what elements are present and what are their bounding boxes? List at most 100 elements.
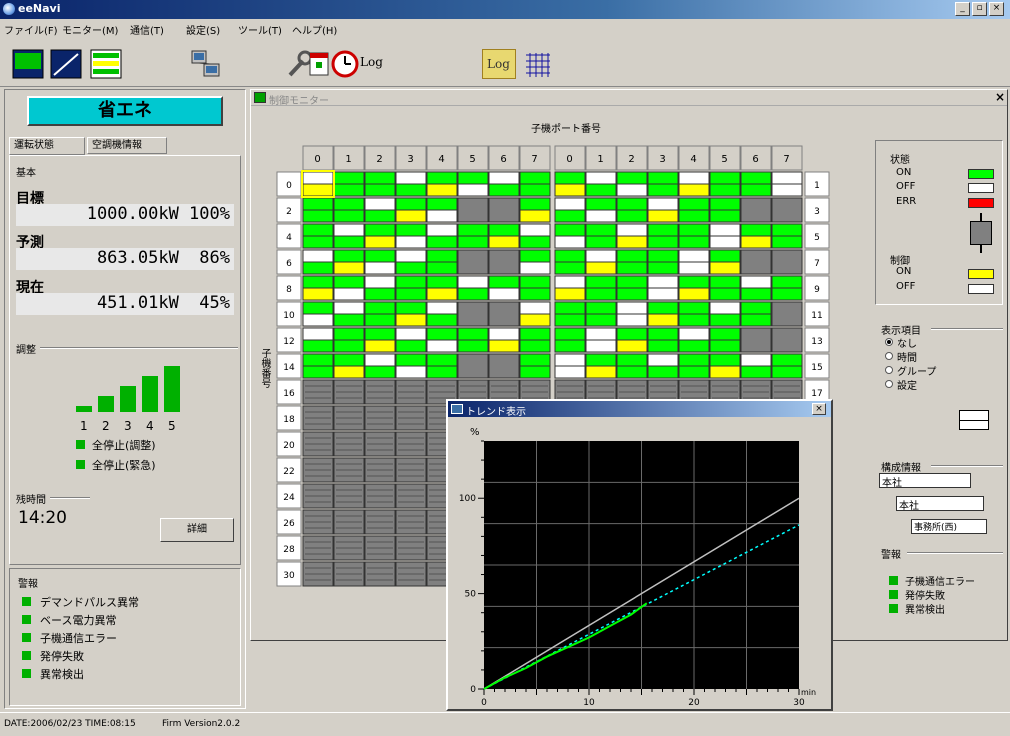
unit-cell-control[interactable] <box>647 183 679 197</box>
demand-graph-button[interactable] <box>12 49 44 79</box>
menu-file[interactable]: ファイル(F) <box>4 26 58 37</box>
unit-cell-control[interactable] <box>678 261 710 275</box>
menu-tools[interactable]: ツール(T) <box>238 26 282 37</box>
display-option-setting[interactable]: 設定 <box>897 381 917 392</box>
unit-cell-control[interactable] <box>426 261 458 275</box>
unit-cell-control[interactable] <box>678 235 710 249</box>
unit-cell-state[interactable] <box>333 223 365 237</box>
unit-cell-state[interactable] <box>554 275 586 289</box>
unit-cell-state[interactable] <box>426 353 458 367</box>
unit-cell-control[interactable] <box>488 183 520 197</box>
unit-cell-empty[interactable] <box>302 431 334 457</box>
unit-cell-state[interactable] <box>771 223 803 237</box>
unit-cell-state[interactable] <box>647 327 679 341</box>
unit-cell-empty[interactable] <box>333 379 365 405</box>
unit-cell-state[interactable] <box>333 249 365 263</box>
display-option-time[interactable]: 時間 <box>897 353 917 364</box>
unit-cell-control[interactable] <box>302 365 334 379</box>
unit-cell-control[interactable] <box>554 235 586 249</box>
unit-cell-control[interactable] <box>302 339 334 353</box>
unit-cell-control[interactable] <box>426 235 458 249</box>
unit-cell-state[interactable] <box>709 353 741 367</box>
unit-cell-empty[interactable] <box>395 431 427 457</box>
unit-cell-control[interactable] <box>771 365 803 379</box>
unit-cell-state[interactable] <box>395 223 427 237</box>
unit-cell-control[interactable] <box>302 287 334 301</box>
unit-cell-control[interactable] <box>740 365 772 379</box>
unit-cell-empty[interactable] <box>333 509 365 535</box>
unit-cell-empty[interactable] <box>395 405 427 431</box>
unit-cell-control[interactable] <box>395 183 427 197</box>
unit-cell-state[interactable] <box>678 327 710 341</box>
unit-cell-control[interactable] <box>709 261 741 275</box>
unit-cell-state[interactable] <box>302 353 334 367</box>
unit-cell-empty[interactable] <box>302 561 334 587</box>
unit-cell-state[interactable] <box>771 171 803 185</box>
unit-cell-control[interactable] <box>647 313 679 327</box>
unit-cell-control[interactable] <box>519 365 551 379</box>
unit-cell-control[interactable] <box>647 261 679 275</box>
unit-cell-state[interactable] <box>395 249 427 263</box>
config-node-root[interactable]: 本社 <box>879 473 971 489</box>
unit-cell-control[interactable] <box>426 313 458 327</box>
unit-cell-state[interactable] <box>585 197 617 211</box>
unit-cell-empty[interactable] <box>333 535 365 561</box>
unit-cell-state[interactable] <box>519 301 551 315</box>
detail-button[interactable]: 詳細 <box>160 518 234 542</box>
monitor-close-icon[interactable]: × <box>995 90 1006 104</box>
unit-cell-inactive[interactable] <box>740 197 772 223</box>
trend-button[interactable] <box>50 49 82 79</box>
unit-cell-state[interactable] <box>457 327 489 341</box>
unit-cell-control[interactable] <box>678 183 710 197</box>
unit-cell-control[interactable] <box>519 261 551 275</box>
unit-cell-control[interactable] <box>647 209 679 223</box>
unit-cell-state[interactable] <box>519 327 551 341</box>
display-option-none[interactable]: なし <box>897 339 917 350</box>
unit-cell-state[interactable] <box>647 197 679 211</box>
unit-cell-state[interactable] <box>488 327 520 341</box>
unit-cell-control[interactable] <box>395 339 427 353</box>
display-option-group[interactable]: グループ <box>897 367 937 378</box>
unit-cell-control[interactable] <box>709 313 741 327</box>
unit-cell-state[interactable] <box>585 301 617 315</box>
tab-aircon[interactable]: 空調機情報 <box>87 137 167 154</box>
unit-cell-state[interactable] <box>333 353 365 367</box>
unit-cell-state[interactable] <box>364 275 396 289</box>
unit-cell-state[interactable] <box>519 171 551 185</box>
unit-cell-state[interactable] <box>740 301 772 315</box>
unit-cell-empty[interactable] <box>395 457 427 483</box>
unit-cell-control[interactable] <box>364 209 396 223</box>
unit-cell-state[interactable] <box>302 197 334 211</box>
unit-cell-state[interactable] <box>678 223 710 237</box>
clock-button[interactable] <box>330 49 360 79</box>
unit-cell-control[interactable] <box>554 183 586 197</box>
menu-monitor[interactable]: モニター(M) <box>62 26 119 37</box>
minimize-button[interactable]: _ <box>955 2 970 16</box>
unit-cell-state[interactable] <box>364 327 396 341</box>
unit-cell-control[interactable] <box>678 287 710 301</box>
unit-cell-empty[interactable] <box>302 457 334 483</box>
unit-cell-control[interactable] <box>364 287 396 301</box>
unit-cell-control[interactable] <box>616 261 648 275</box>
unit-cell-state[interactable] <box>585 171 617 185</box>
unit-cell-state[interactable] <box>616 301 648 315</box>
unit-cell-control[interactable] <box>585 209 617 223</box>
unit-cell-control[interactable] <box>333 287 365 301</box>
unit-cell-state[interactable] <box>333 301 365 315</box>
config-node-branch[interactable]: 本社 <box>896 496 984 512</box>
unit-cell-state[interactable] <box>302 275 334 289</box>
menu-help[interactable]: ヘルプ(H) <box>292 26 338 37</box>
unit-cell-inactive[interactable] <box>488 249 520 275</box>
unit-cell-empty[interactable] <box>364 483 396 509</box>
unit-cell-state[interactable] <box>364 197 396 211</box>
unit-cell-state[interactable] <box>554 197 586 211</box>
unit-cell-empty[interactable] <box>364 457 396 483</box>
unit-cell-state[interactable] <box>709 249 741 263</box>
unit-cell-state[interactable] <box>678 249 710 263</box>
unit-cell-state[interactable] <box>616 327 648 341</box>
unit-cell-state[interactable] <box>364 223 396 237</box>
unit-cell-control[interactable] <box>426 339 458 353</box>
unit-cell-control[interactable] <box>678 339 710 353</box>
unit-cell-control[interactable] <box>647 339 679 353</box>
unit-cell-state[interactable] <box>585 327 617 341</box>
